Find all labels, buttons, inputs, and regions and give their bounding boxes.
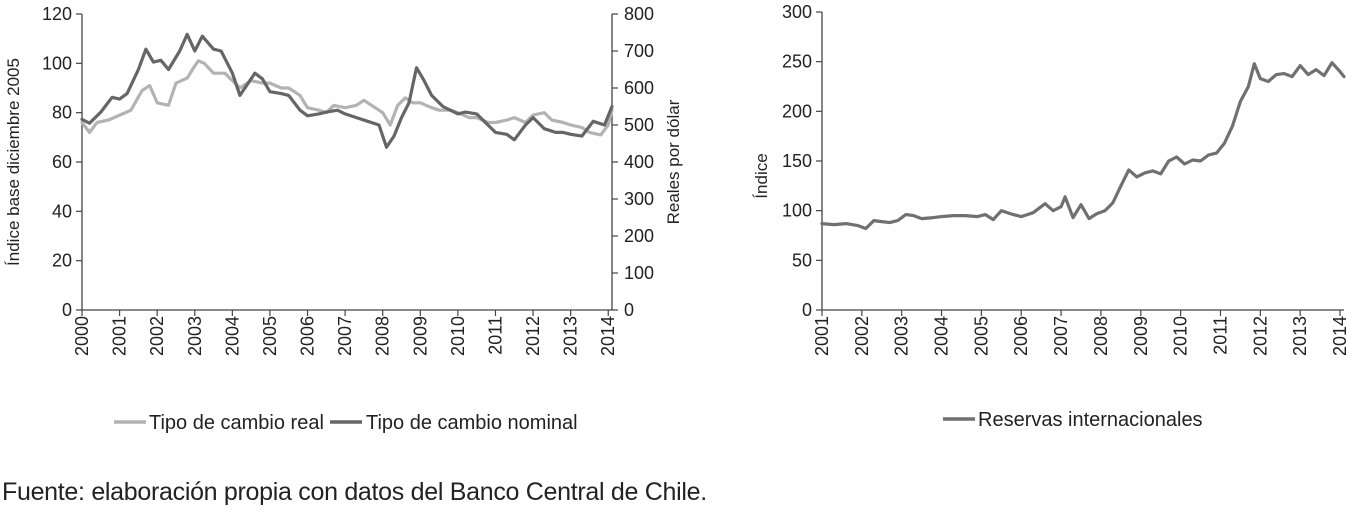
x-tick-label: 2006 [298, 316, 318, 356]
x-tick-label: 2010 [448, 316, 468, 356]
y-tick-label: 60 [52, 152, 72, 172]
x-tick-label: 2009 [410, 316, 430, 356]
x-tick-label: 2003 [185, 316, 205, 356]
y-tick-label: 150 [782, 151, 812, 171]
x-tick-label: 2005 [260, 316, 280, 356]
y-tick-label: 200 [782, 101, 812, 121]
x-tick-label: 2007 [335, 316, 355, 356]
x-tick-label: 2011 [1210, 316, 1230, 355]
y-tick-label: 100 [782, 201, 812, 221]
exchange-rate-chart: 0 20 40 60 80 100 120 0 100 200 300 400 500 600 700 800… [4, 4, 683, 356]
x-tick-label: 2012 [523, 316, 543, 356]
x-tick-label: 2003 [892, 316, 912, 356]
legend-label-reserves: Reservas internacionales [978, 409, 1203, 431]
y-tick-label: 20 [52, 251, 72, 271]
y-tick-label: 120 [42, 4, 72, 24]
x-tick-label: 2007 [1051, 316, 1071, 356]
x-tick-label: 2000 [72, 316, 92, 356]
x-tick-label: 2009 [1131, 316, 1151, 356]
reserves-chart: 0 50 100 150 200 250 300 2001 2002 2003 2004 2005 20… [752, 2, 1346, 356]
y2-tick-label: 400 [624, 152, 654, 172]
y-tick-label: 40 [52, 201, 72, 221]
right-y-axis-label: Reales por dólar [664, 99, 683, 224]
x-tick-label: 2001 [812, 316, 832, 356]
x-tick-label: 2011 [485, 316, 505, 355]
y-tick-label: 0 [62, 300, 72, 320]
y2-tick-label: 200 [624, 226, 654, 246]
y2-tick-label: 500 [624, 115, 654, 135]
y-tick-label: 250 [782, 52, 812, 72]
y2-tick-label: 100 [624, 263, 654, 283]
y2-tick-label: 800 [624, 4, 654, 24]
series-line-1 [820, 61, 1346, 231]
x-tick-label: 2008 [373, 316, 393, 356]
series-line-2 [80, 32, 614, 149]
x-tick-label: 2002 [852, 316, 872, 356]
x-tick-label: 2013 [561, 316, 581, 356]
x-tick-label: 2012 [1250, 316, 1270, 356]
y-axis-label: Índice [752, 153, 771, 198]
legend-label-nominal: Tipo de cambio nominal [366, 412, 578, 434]
series-line-1 [80, 59, 614, 137]
y-tick-label: 100 [42, 53, 72, 73]
x-tick-label: 2014 [598, 316, 618, 356]
y2-tick-label: 0 [624, 300, 634, 320]
y-tick-label: 50 [792, 250, 812, 270]
x-tick-label: 2004 [222, 316, 242, 356]
x-tick-label: 2013 [1290, 316, 1310, 356]
y2-tick-label: 600 [624, 78, 654, 98]
y-tick-label: 0 [802, 300, 812, 320]
y2-tick-label: 300 [624, 189, 654, 209]
y2-tick-label: 700 [624, 41, 654, 61]
x-tick-label: 2008 [1091, 316, 1111, 356]
y-tick-label: 80 [52, 103, 72, 123]
left-y-axis-label: Índice base diciembre 2005 [4, 58, 23, 266]
x-tick-label: 2001 [110, 316, 130, 356]
left-legend: Tipo de cambio real Tipo de cambio nomin… [114, 412, 578, 434]
x-tick-label: 2004 [932, 316, 952, 356]
x-tick-label: 2006 [1011, 316, 1031, 356]
source-note: Fuente: elaboración propia con datos del… [2, 478, 707, 506]
legend-label-real: Tipo de cambio real [149, 412, 324, 434]
x-tick-label: 2005 [971, 316, 991, 356]
right-legend: Reservas internacionales [943, 409, 1203, 431]
x-tick-label: 2002 [147, 316, 167, 356]
x-tick-label: 2014 [1330, 316, 1346, 356]
y-tick-label: 300 [782, 2, 812, 22]
x-tick-label: 2010 [1171, 316, 1191, 356]
